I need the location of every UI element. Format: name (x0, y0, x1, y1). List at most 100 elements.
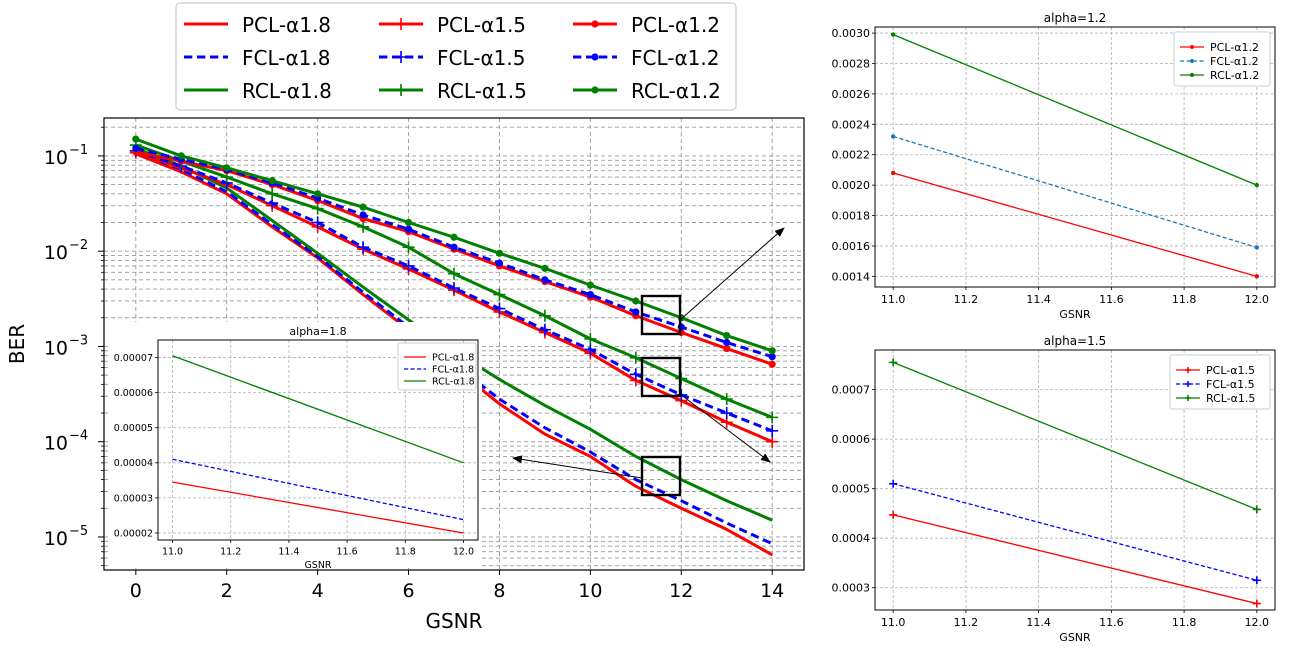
data-point (677, 314, 685, 322)
series-line-0 (893, 514, 1257, 605)
legend-box (397, 342, 477, 391)
x-tick-label: 12.0 (1245, 293, 1270, 306)
legend-marker (1190, 73, 1194, 77)
legend-label: PCL-α1.5 (437, 13, 526, 37)
x-tick-label: 11.0 (881, 293, 906, 306)
legend-label: FCL-α1.5 (1206, 378, 1255, 391)
x-axis-label: GSNR (1059, 631, 1091, 644)
y-tick-label-exponent: −3 (69, 333, 88, 348)
data-point (584, 343, 597, 356)
data-point (720, 407, 733, 420)
y-tick-label: 0.0020 (832, 179, 871, 192)
zoom-box (640, 294, 682, 336)
x-tick-label: 11.4 (1026, 616, 1051, 629)
axes-frame (874, 26, 1276, 288)
legend-box (175, 2, 737, 111)
data-point (677, 323, 685, 331)
data-point (448, 267, 460, 280)
series-line-0 (893, 172, 1257, 277)
zoom-arrow (679, 393, 771, 463)
y-tick-label: 0.00002 (114, 528, 153, 539)
x-tick-label: 11.8 (1172, 293, 1197, 306)
data-point (132, 135, 140, 143)
y-tick-label-exponent: −1 (69, 143, 88, 158)
legend-marker (395, 18, 407, 30)
y-tick-label: 0.0018 (832, 209, 871, 222)
zoom-chart-alpha-1-2: 11.0 11.2 11.4 11.6 11.8 12.0 0.0014 0.0016 0.00… (832, 11, 1276, 321)
x-tick-label: 11.2 (220, 547, 241, 558)
x-tick-label: 11.0 (162, 547, 183, 558)
data-point (768, 353, 776, 361)
y-tick-label-exponent: −5 (69, 524, 88, 539)
data-point (357, 220, 370, 233)
data-point (675, 372, 688, 385)
y-axis-label: BER (5, 324, 29, 364)
zoom-arrow (679, 227, 785, 321)
x-tick-label: 12.0 (453, 547, 474, 558)
chart-title: alpha=1.2 (1044, 11, 1106, 25)
legend-box (1173, 31, 1271, 87)
y-tick-label: 0.0026 (832, 88, 871, 101)
data-point (311, 202, 324, 215)
data-point (266, 187, 279, 200)
data-point (493, 288, 506, 301)
data-point (495, 259, 504, 267)
series-line-2 (892, 361, 1258, 511)
legend-marker (591, 86, 599, 94)
legend-label: PCL-α1.2 (1210, 41, 1259, 54)
x-tick-label: 8 (493, 580, 505, 602)
chart-title: alpha=1.5 (1044, 334, 1106, 348)
data-point (629, 351, 642, 364)
data-point (768, 360, 776, 368)
legend-label: RCL-α1.8 (432, 376, 475, 387)
data-point (132, 144, 140, 152)
legend-box (1169, 354, 1271, 410)
axes-frame (103, 117, 805, 571)
data-point (723, 331, 731, 340)
y-tick-label: 0.0024 (832, 118, 871, 131)
series-line-1 (172, 458, 464, 521)
zoom-chart-alpha-1-5: 11.0 11.2 11.4 11.6 11.8 12.0 0.0003 0.0004 0.00… (832, 334, 1276, 644)
y-tick-label: 0.0004 (832, 532, 871, 545)
data-point (890, 170, 896, 176)
data-point (766, 424, 779, 437)
x-tick-label: 11.2 (954, 616, 979, 629)
zoom-annotations (512, 227, 785, 497)
x-tick-label: 0 (130, 580, 142, 602)
x-axis-label: GSNR (425, 609, 482, 633)
y-tick-label: 0.0022 (832, 149, 871, 162)
data-point (632, 308, 640, 316)
y-tick-label-base: 10 (44, 242, 68, 264)
legend-label: PCL-α1.8 (242, 13, 331, 37)
inset-chart-alpha-1-8: 11.0 11.2 11.4 11.6 11.8 12.0 0.00002 0.00003 0.… (110, 322, 482, 571)
legend-marker (591, 53, 599, 61)
data-point (448, 282, 460, 295)
data-point (404, 225, 413, 233)
data-point (402, 259, 415, 272)
data-point (723, 344, 731, 353)
data-point (450, 243, 458, 251)
x-tick-label: 11.4 (1026, 293, 1051, 306)
zoom-box (640, 455, 682, 497)
y-tick-label: 0.0030 (832, 27, 871, 40)
data-point (538, 323, 551, 336)
axes-frame (874, 349, 1276, 611)
zoom-box (640, 356, 682, 398)
legend-marker (1185, 367, 1191, 373)
y-tick-label: 0.0028 (832, 57, 871, 70)
legend-label: RCL-α1.2 (631, 79, 721, 103)
y-tick-label: 0.0005 (832, 483, 871, 496)
data-point (495, 249, 504, 257)
y-tick-label: 0.00007 (114, 353, 153, 364)
data-point (889, 358, 898, 367)
data-point (357, 241, 370, 254)
y-tick-label: 0.0006 (832, 433, 871, 446)
series-line-7 (135, 146, 773, 359)
x-tick-label: 12.0 (1245, 616, 1270, 629)
legend-label: FCL-α1.8 (432, 364, 474, 375)
zoom-arrow (512, 455, 643, 479)
data-point (493, 302, 506, 315)
data-point (541, 264, 549, 272)
legend-label: PCL-α1.5 (1206, 364, 1255, 377)
data-point (268, 177, 276, 185)
